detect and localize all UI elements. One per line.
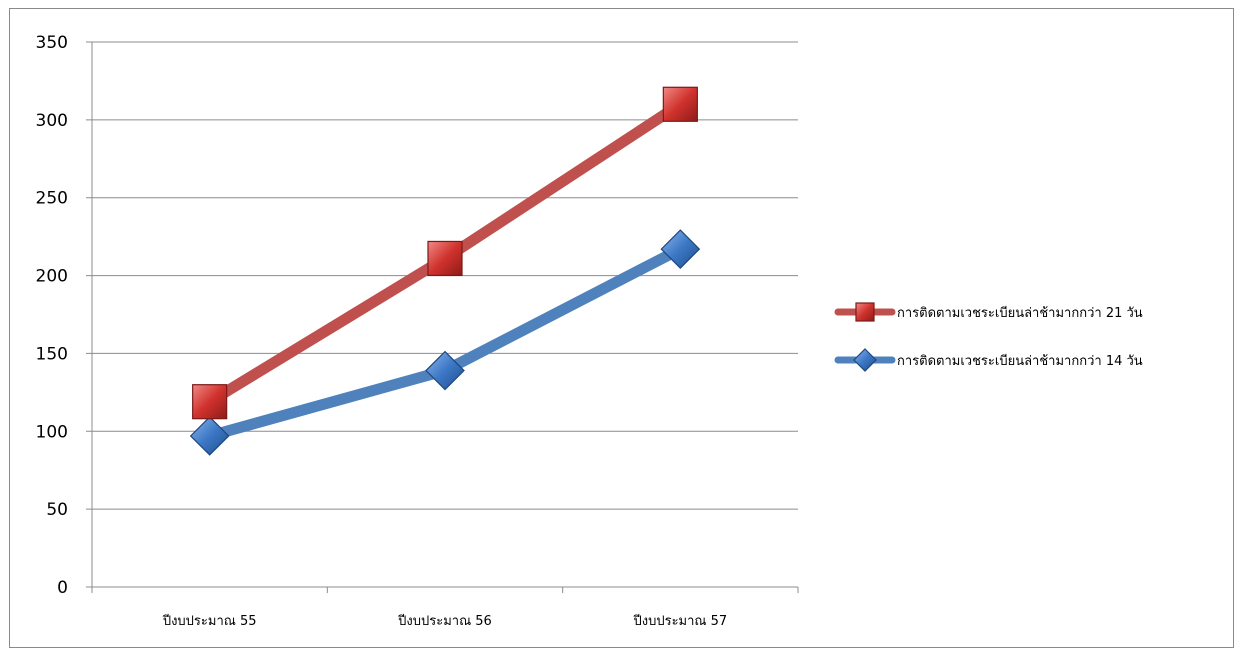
- y-tick-label: 150: [36, 344, 68, 364]
- legend-label: การติดตามเวชระเบียนล่าช้ามากกว่า 14 วัน: [897, 353, 1143, 369]
- series-line: [204, 243, 686, 442]
- diamond-marker: [189, 416, 230, 456]
- y-tick-label: 350: [36, 33, 68, 53]
- square-marker: [855, 302, 875, 322]
- square-marker: [192, 384, 228, 420]
- y-tick-label: 100: [36, 422, 68, 442]
- series: [189, 86, 701, 456]
- y-tick-label: 0: [57, 578, 68, 598]
- x-tick-label: ปีงบประมาณ 57: [632, 613, 727, 629]
- legend-label: การติดตามเวชระเบียนล่าช้ามากกว่า 21 วัน: [897, 305, 1143, 321]
- y-tick-label: 50: [46, 500, 68, 520]
- chart-frame: [9, 8, 1234, 648]
- legend: การติดตามเวชระเบียนล่าช้ามากกว่า 21 วันก…: [834, 302, 1143, 372]
- diamond-marker: [660, 229, 701, 269]
- y-tick-label: 300: [36, 111, 68, 131]
- square-marker: [427, 240, 463, 277]
- diamond-marker: [425, 350, 465, 391]
- axes: 0 50 100 150 200 250 300 350 ปีงบประมาณ 55 ปีงบปร…: [36, 33, 799, 629]
- gridlines: [86, 41, 798, 588]
- y-tick-label: 250: [36, 189, 68, 209]
- x-tick-label: ปีงบประมาณ 56: [397, 613, 492, 629]
- diamond-marker: [853, 348, 877, 372]
- y-tick-label: 200: [36, 267, 68, 287]
- x-tick-label: ปีงบประมาณ 55: [162, 613, 257, 629]
- square-marker: [662, 86, 698, 122]
